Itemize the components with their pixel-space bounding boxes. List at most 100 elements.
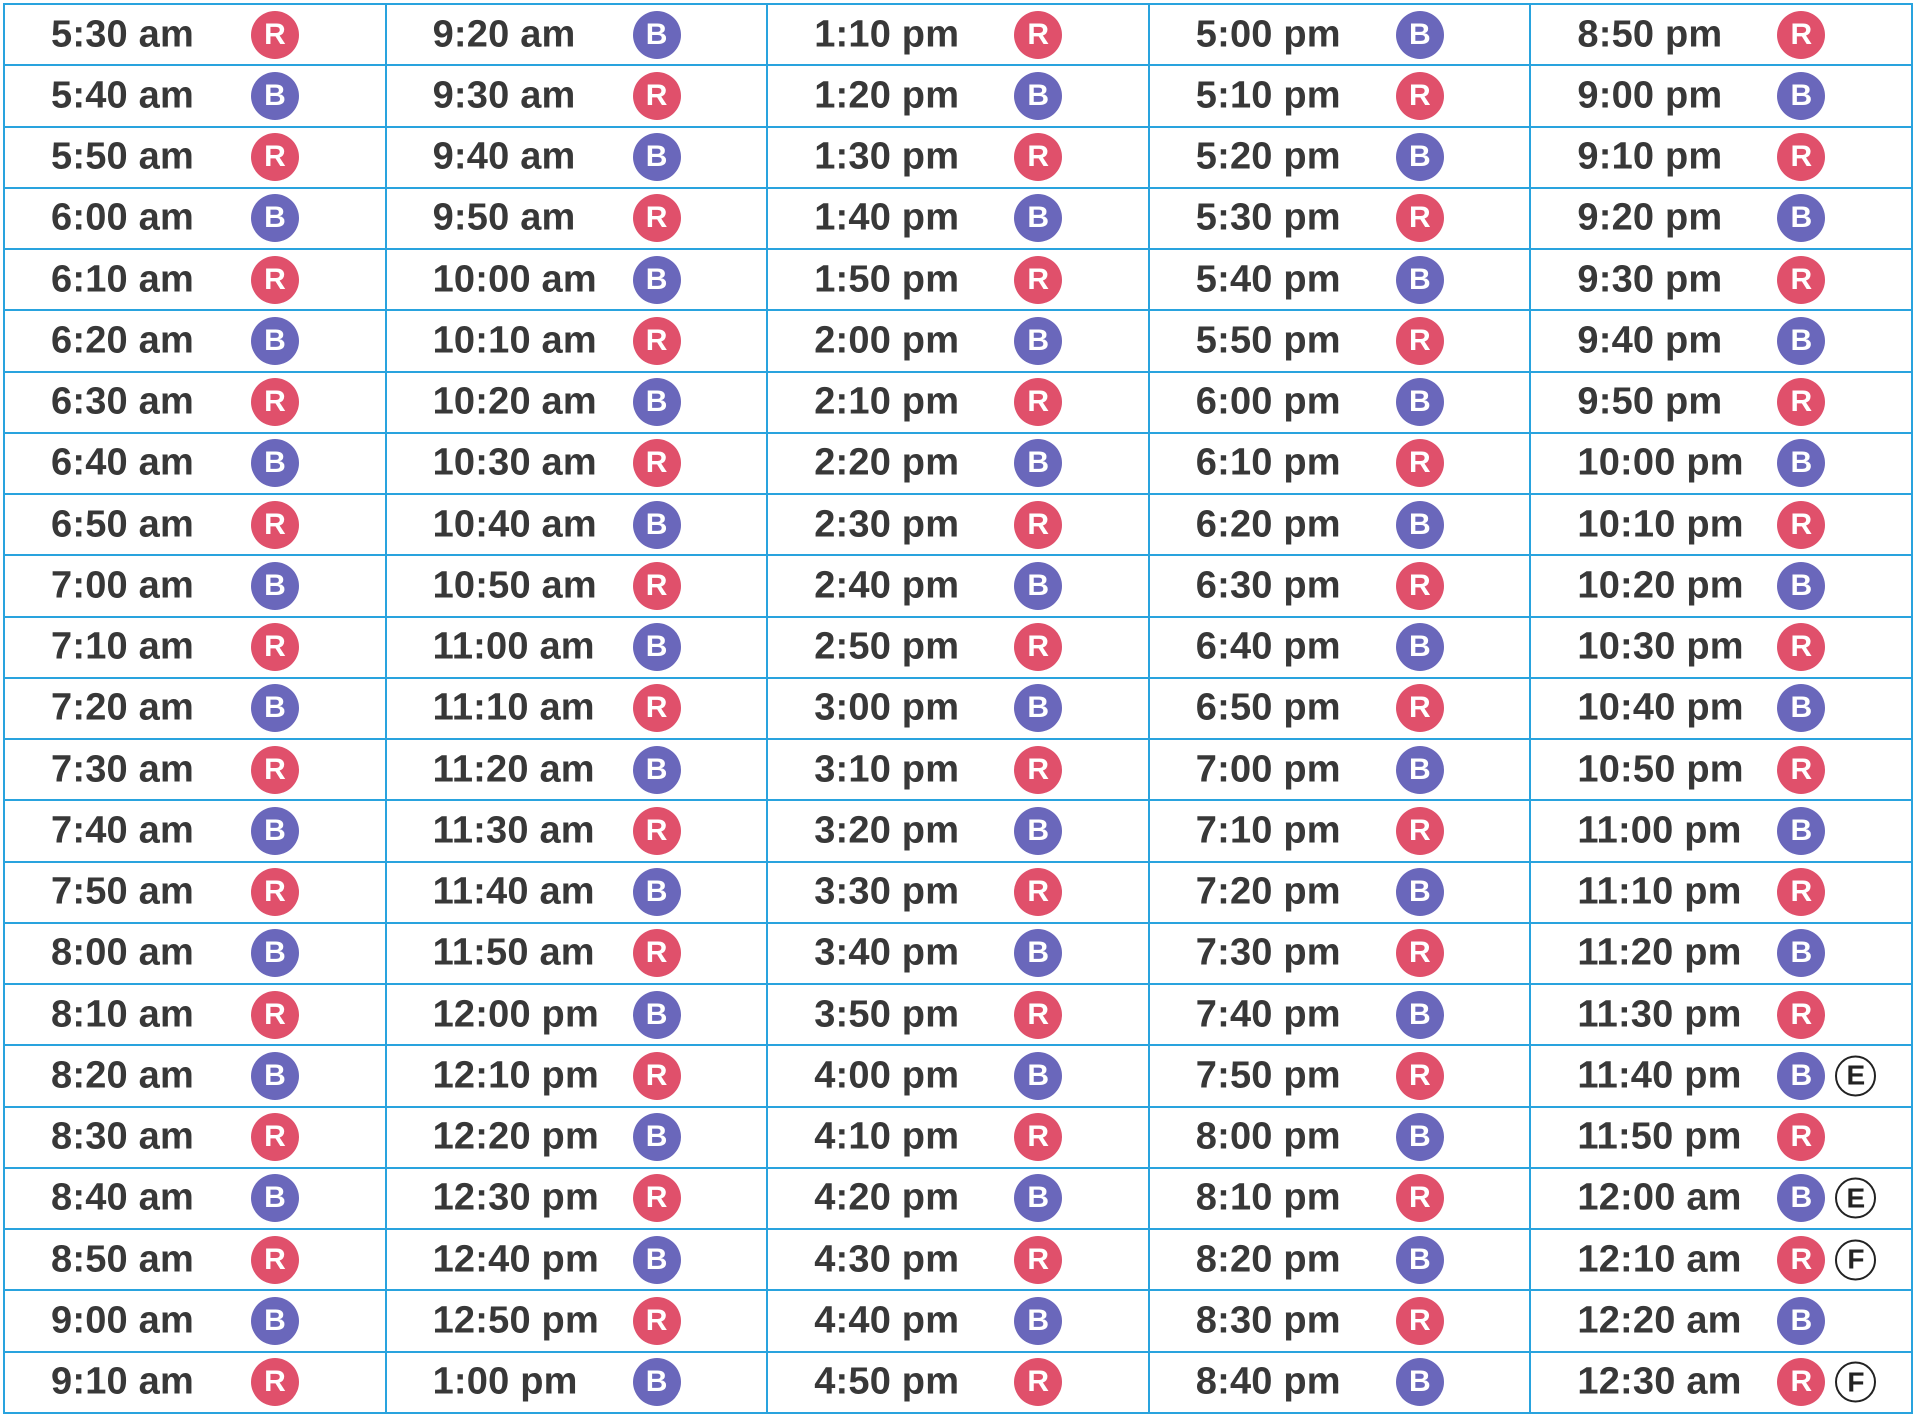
route-badge: R: [632, 1174, 681, 1223]
departure-time: 6:10 am: [51, 258, 194, 301]
departure-time: 10:40 pm: [1577, 686, 1744, 729]
route-badge: R: [251, 1358, 299, 1407]
schedule-cell: 10:10 pm R: [1529, 492, 1913, 557]
departure-time: 12:30 am: [1577, 1360, 1742, 1403]
route-badge: B: [632, 1113, 681, 1162]
schedule-cell: 11:50 pm R: [1529, 1105, 1913, 1169]
departure-time: 6:20 pm: [1195, 503, 1341, 546]
departure-time: 10:30 am: [432, 441, 597, 484]
schedule-cell: 9:00 am B: [3, 1289, 387, 1353]
table-row: 7:20 am B 11:10 am R 3:00 pm B 6:50 pm R 10:40 p…: [3, 676, 1913, 741]
route-badge: B: [1777, 316, 1826, 365]
departure-time: 11:10 am: [432, 686, 595, 729]
departure-time: 7:40 am: [51, 809, 194, 852]
departure-time: 8:10 am: [51, 993, 194, 1036]
schedule-cell: 10:00 am B: [384, 247, 769, 312]
route-badge: B: [1777, 1174, 1826, 1223]
route-badge: R: [1395, 71, 1444, 120]
departure-time: 9:30 pm: [1577, 258, 1723, 301]
departure-time: 6:40 am: [51, 441, 194, 484]
route-badge: R: [251, 500, 299, 549]
schedule-cell: 9:30 pm R: [1529, 247, 1913, 312]
departure-time: 1:50 pm: [814, 258, 960, 301]
route-badge: R: [1014, 745, 1063, 794]
departure-time: 6:30 am: [51, 380, 194, 423]
note-badge: F: [1835, 1361, 1877, 1403]
schedule-cell: 3:50 pm R: [766, 982, 1150, 1047]
schedule-cell: 9:00 pm B: [1529, 64, 1913, 128]
departure-time: 11:40 am: [432, 870, 595, 913]
table-row: 5:50 am R 9:40 am B 1:30 pm R 5:20 pm B 9:10 pm R: [3, 125, 1913, 189]
route-badge: R: [251, 133, 299, 182]
schedule-cell: 5:10 pm R: [1147, 64, 1532, 128]
table-row: 7:30 am R 11:20 am B 3:10 pm R 7:00 pm B 10:50 p…: [3, 737, 1913, 802]
schedule-cell: 8:10 pm R: [1147, 1166, 1532, 1231]
table-row: 9:10 am R 1:00 pm B 4:50 pm R 8:40 pm B 12:30 am…: [3, 1350, 1913, 1414]
route-badge: R: [1395, 929, 1444, 978]
schedule-cell: 7:00 am B: [3, 554, 387, 618]
departure-time: 8:40 pm: [1195, 1360, 1341, 1403]
schedule-cell: 10:10 am R: [384, 309, 769, 373]
schedule-cell: 6:20 am B: [3, 309, 387, 373]
table-row: 5:40 am B 9:30 am R 1:20 pm B 5:10 pm R 9:00 pm B: [3, 64, 1913, 128]
note-badge: E: [1835, 1055, 1877, 1097]
route-badge: B: [632, 745, 681, 794]
schedule-cell: 10:00 pm B: [1529, 431, 1913, 496]
schedule-cell: 6:30 am R: [3, 370, 387, 434]
departure-time: 9:40 am: [432, 135, 576, 178]
note-badge: F: [1835, 1239, 1877, 1281]
route-badge: R: [632, 316, 681, 365]
departure-time: 7:50 am: [51, 870, 194, 913]
departure-time: 5:40 pm: [1195, 258, 1341, 301]
departure-time: 7:00 pm: [1195, 748, 1341, 791]
schedule-cell: 8:50 pm R: [1529, 2, 1913, 67]
departure-time: 7:20 pm: [1195, 870, 1341, 913]
route-badge: B: [1014, 71, 1063, 120]
departure-time: 12:10 pm: [432, 1054, 599, 1097]
schedule-cell: 5:50 am R: [3, 125, 387, 189]
schedule-cell: 9:50 am R: [384, 186, 769, 251]
table-row: 9:00 am B 12:50 pm R 4:40 pm B 8:30 pm R 12:20 a…: [3, 1289, 1913, 1353]
route-badge: R: [1395, 439, 1444, 488]
route-badge: R: [1777, 378, 1826, 427]
schedule-cell: 11:10 am R: [384, 676, 769, 741]
schedule-cell: 6:30 pm R: [1147, 554, 1532, 618]
departure-time: 6:10 pm: [1195, 441, 1341, 484]
departure-time: 2:20 pm: [814, 441, 960, 484]
schedule-cell: 10:50 pm R: [1529, 737, 1913, 802]
departure-time: 5:30 am: [51, 13, 194, 56]
schedule-cell: 6:40 pm B: [1147, 615, 1532, 679]
departure-time: 2:10 pm: [814, 380, 960, 423]
departure-time: 6:00 am: [51, 196, 194, 239]
route-badge: R: [1014, 255, 1063, 304]
schedule-cell: 9:40 pm B: [1529, 309, 1913, 373]
schedule-cell: 7:20 pm B: [1147, 860, 1532, 924]
schedule-cell: 10:20 pm B: [1529, 554, 1913, 618]
route-badge: R: [632, 561, 681, 610]
departure-time: 9:20 pm: [1577, 196, 1723, 239]
schedule-cell: 4:40 pm B: [766, 1289, 1150, 1353]
route-badge: B: [632, 133, 681, 182]
departure-time: 9:20 am: [432, 13, 576, 56]
route-badge: R: [632, 1051, 681, 1100]
route-badge: R: [1014, 378, 1063, 427]
schedule-cell: 7:40 pm B: [1147, 982, 1532, 1047]
schedule-cell: 2:40 pm B: [766, 554, 1150, 618]
table-row: 7:40 am B 11:30 am R 3:20 pm B 7:10 pm R 11:00 p…: [3, 799, 1913, 863]
route-badge: R: [1777, 500, 1826, 549]
departure-time: 12:20 pm: [432, 1115, 599, 1158]
departure-time: 6:40 pm: [1195, 625, 1341, 668]
schedule-cell: 6:10 am R: [3, 247, 387, 312]
departure-time: 3:40 pm: [814, 931, 960, 974]
departure-time: 9:30 am: [432, 74, 576, 117]
schedule-cell: 6:40 am B: [3, 431, 387, 496]
schedule-cell: 6:20 pm B: [1147, 492, 1532, 557]
route-badge: R: [251, 378, 299, 427]
schedule-cell: 11:40 am B: [384, 860, 769, 924]
schedule-cell: 11:50 am R: [384, 921, 769, 986]
table-row: 6:00 am B 9:50 am R 1:40 pm B 5:30 pm R 9:20 pm B: [3, 186, 1913, 251]
departure-time: 4:20 pm: [814, 1176, 960, 1219]
route-badge: R: [1777, 255, 1826, 304]
departure-time: 10:10 pm: [1577, 503, 1744, 546]
departure-time: 3:50 pm: [814, 993, 960, 1036]
